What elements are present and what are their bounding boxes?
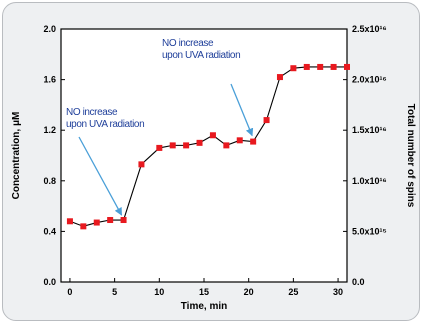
y2-tick-label: 0.0 bbox=[352, 277, 365, 287]
x-tick-label: 0 bbox=[67, 287, 72, 297]
data-point bbox=[169, 142, 176, 149]
y-tick-label: 0.0 bbox=[43, 277, 56, 287]
data-point bbox=[276, 74, 283, 81]
x-tick-label: 30 bbox=[333, 287, 343, 297]
data-point bbox=[107, 217, 114, 224]
data-point bbox=[223, 142, 230, 149]
y-tick-label: 2.0 bbox=[43, 24, 56, 34]
x-tick-label: 5 bbox=[112, 287, 117, 297]
y2-tick-label: 5.0x10¹⁵ bbox=[352, 226, 387, 236]
data-point bbox=[80, 223, 87, 230]
data-point bbox=[236, 137, 243, 144]
annotation-line-2: upon UVA radiation bbox=[66, 119, 144, 130]
x-axis-title: Time, min bbox=[181, 301, 228, 312]
annotation-line-2: upon UVA radiation bbox=[162, 50, 240, 61]
y2-axis-title: Total number of spins bbox=[405, 104, 416, 208]
annotation-line-1: NO increase bbox=[66, 107, 118, 118]
data-point bbox=[250, 138, 257, 145]
chart: 0 5 10 15 20 25 30 0.0 0.4 0.8 1.2 1.6 2.0 0.0 5.0x1… bbox=[11, 24, 416, 312]
y2-tick-label: 2.0x10¹⁶ bbox=[352, 75, 387, 85]
y2-tick-label: 1.0x10¹⁶ bbox=[352, 176, 387, 186]
data-point bbox=[183, 142, 190, 149]
data-point bbox=[93, 219, 100, 226]
y-tick-label: 0.4 bbox=[43, 226, 56, 236]
y-axis-right: 0.0 5.0x10¹⁵ 1.0x10¹⁶ 1.5x10¹⁶ 2.0x10¹⁶ 2.5x1… bbox=[343, 24, 387, 287]
data-series bbox=[66, 63, 350, 230]
data-point bbox=[138, 161, 145, 168]
data-point bbox=[330, 63, 337, 70]
x-tick-label: 15 bbox=[199, 287, 209, 297]
data-point bbox=[196, 139, 203, 146]
annotation-line-1: NO increase bbox=[162, 38, 214, 49]
annotation-arrow bbox=[230, 83, 254, 137]
x-tick-label: 25 bbox=[288, 287, 298, 297]
x-axis: 0 5 10 15 20 25 30 bbox=[67, 278, 343, 297]
data-point bbox=[290, 65, 297, 72]
data-point bbox=[66, 218, 73, 225]
plot-area bbox=[60, 28, 348, 283]
chart-frame: 0 5 10 15 20 25 30 0.0 0.4 0.8 1.2 1.6 2.0 0.0 5.0x1… bbox=[2, 2, 420, 321]
y2-tick-label: 2.5x10¹⁶ bbox=[352, 24, 387, 34]
data-point bbox=[156, 144, 163, 151]
data-point bbox=[303, 63, 310, 70]
x-tick-label: 10 bbox=[154, 287, 164, 297]
data-point bbox=[317, 63, 324, 70]
data-point bbox=[344, 63, 350, 70]
y-tick-label: 1.6 bbox=[43, 75, 56, 85]
x-tick-label: 20 bbox=[244, 287, 254, 297]
y-axis-title: Concentration, μM bbox=[11, 112, 22, 200]
data-point bbox=[209, 132, 216, 139]
y2-tick-label: 1.5x10¹⁶ bbox=[352, 125, 387, 135]
annotation-arrow bbox=[78, 136, 123, 216]
y-tick-label: 1.2 bbox=[43, 125, 56, 135]
y-tick-label: 0.8 bbox=[43, 176, 56, 186]
y-axis-left: 0.0 0.4 0.8 1.2 1.6 2.0 bbox=[43, 24, 65, 287]
data-point bbox=[263, 117, 270, 124]
data-point bbox=[120, 217, 127, 224]
